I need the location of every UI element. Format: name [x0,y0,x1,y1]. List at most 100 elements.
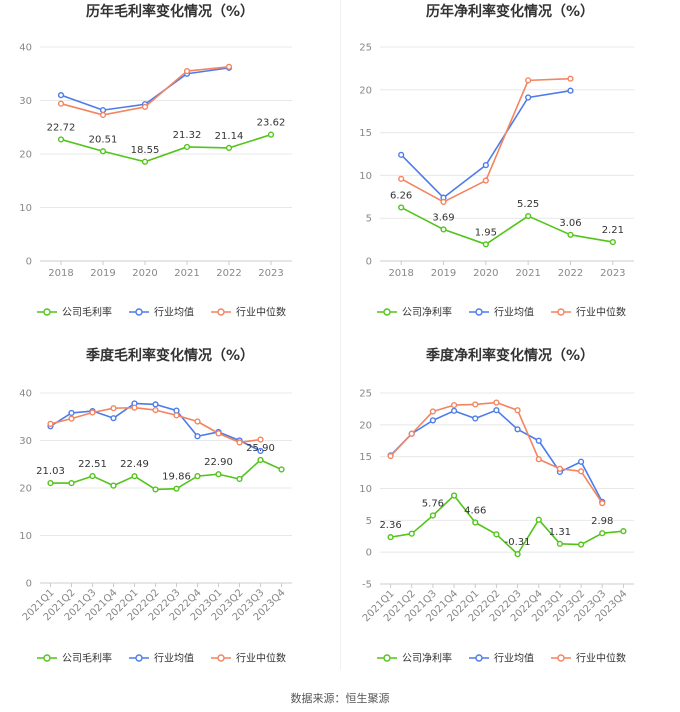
data-label: 2.36 [379,520,401,531]
data-point-company [152,486,159,493]
data-point-industry_avg [398,151,405,158]
data-label: 23.62 [257,118,286,129]
x-tick-label: 2018 [388,268,413,279]
data-point-industry_avg [525,94,532,101]
y-tick-label: 10 [19,203,32,214]
legend-label: 行业中位数 [236,306,286,319]
data-label: 1.95 [475,227,497,238]
data-point-company [57,136,65,143]
data-point-company [225,144,233,152]
legend-label: 行业均值 [154,652,194,665]
data-point-company [429,512,437,519]
annual-gross-margin-chart: 历年毛利率变化情况（%） 0 10 20 30 40 2018 2019 2020 2021 202… [19,3,292,319]
data-point-company [599,530,606,537]
chart-title: 历年净利率变化情况（%） [426,3,594,20]
x-tick-label: 2020 [132,268,157,279]
data-label: 3.06 [559,218,581,229]
data-point-industry_median [577,468,585,475]
data-point-industry_avg [152,401,159,408]
data-point-company [408,530,415,537]
legend-swatch-marker [43,654,51,662]
legend-swatch-marker [475,308,483,316]
data-point-industry_median [257,436,264,443]
data-label: 5.25 [517,199,539,210]
data-point-industry_median [556,465,564,472]
data-label: -0.31 [505,537,531,548]
data-point-industry_avg [257,447,264,455]
data-point-industry_median [152,406,159,414]
y-tick-label: 30 [19,436,32,447]
y-tick-label: 0 [26,579,32,590]
chart-title: 季度净利率变化情况（%） [425,347,594,364]
data-point-industry_median [99,111,107,119]
data-point-company [387,534,394,541]
legend-label: 行业均值 [494,306,534,319]
data-point-industry_median [567,75,574,82]
legend-item-industry_avg: 行业均值 [469,306,534,319]
data-point-industry_avg [514,426,521,433]
y-tick-label: 15 [359,128,372,139]
data-point-company [398,204,405,211]
data-point-industry_median [141,103,149,111]
data-point-company [482,241,489,248]
data-point-company [493,531,500,538]
data-point-industry_median [68,415,75,422]
data-label: 2.21 [602,225,624,236]
legend-item-industry_avg: 行业均值 [469,652,534,665]
data-point-industry_median [387,452,394,460]
legend-label: 行业均值 [494,652,534,665]
x-tick-label: 2023 [258,268,283,279]
chart-title: 季度毛利率变化情况（%） [85,347,254,364]
y-tick-label: 20 [359,85,372,96]
data-point-industry_median [110,405,117,412]
legend-item-company: 公司毛利率 [37,306,112,319]
data-point-company [68,480,75,487]
data-label: 1.31 [549,527,571,538]
series-line-company [50,459,282,491]
y-tick-label: 20 [19,484,32,495]
data-point-company [450,492,458,499]
y-tick-label: 0 [26,257,32,268]
data-point-industry_median [173,412,180,419]
data-point-industry_median [57,100,65,107]
data-point-industry_avg [57,92,65,99]
legend-label: 行业中位数 [576,306,626,319]
data-label: 6.26 [390,190,412,201]
y-tick-label: 5 [366,214,372,225]
legend-item-company: 公司毛利率 [37,652,112,665]
legend-item-industry_median: 行业中位数 [211,652,286,665]
legend-swatch-marker [135,308,143,316]
data-point-company [99,148,107,155]
data-label: 21.03 [36,466,65,477]
quarterly-net-margin-chart: 季度净利率变化情况（%）-505101520252021Q12021Q22021… [359,347,634,665]
legend-label: 公司净利率 [402,652,452,665]
data-point-industry_median [236,439,243,446]
x-tick-label: 2021 [515,268,540,279]
y-tick-label: 20 [359,420,372,431]
legend-label: 行业中位数 [236,652,286,665]
data-point-industry_median [408,430,415,437]
data-point-company [267,131,275,138]
panel-divider [340,0,341,670]
data-label: 2.98 [591,516,613,527]
data-point-industry_median [225,63,233,70]
chart-title: 历年毛利率变化情况（%） [86,3,254,20]
data-label: 18.55 [131,145,160,156]
data-label: 22.72 [47,122,76,133]
x-tick-label: 2023 [600,268,625,279]
data-point-company [567,231,574,238]
data-point-company [440,226,447,233]
data-label: 21.14 [215,131,244,142]
x-tick-label: 2021 [174,268,199,279]
legend-label: 公司毛利率 [62,306,112,319]
data-point-industry_median [89,409,96,416]
data-point-company [183,143,191,151]
series-line-company [390,494,624,555]
data-point-industry_median [599,500,606,507]
data-label: 21.32 [173,130,202,141]
data-point-company [620,528,627,535]
data-point-industry_median [183,67,191,75]
legend-swatch-marker [135,654,143,662]
y-tick-label: 40 [19,389,32,400]
